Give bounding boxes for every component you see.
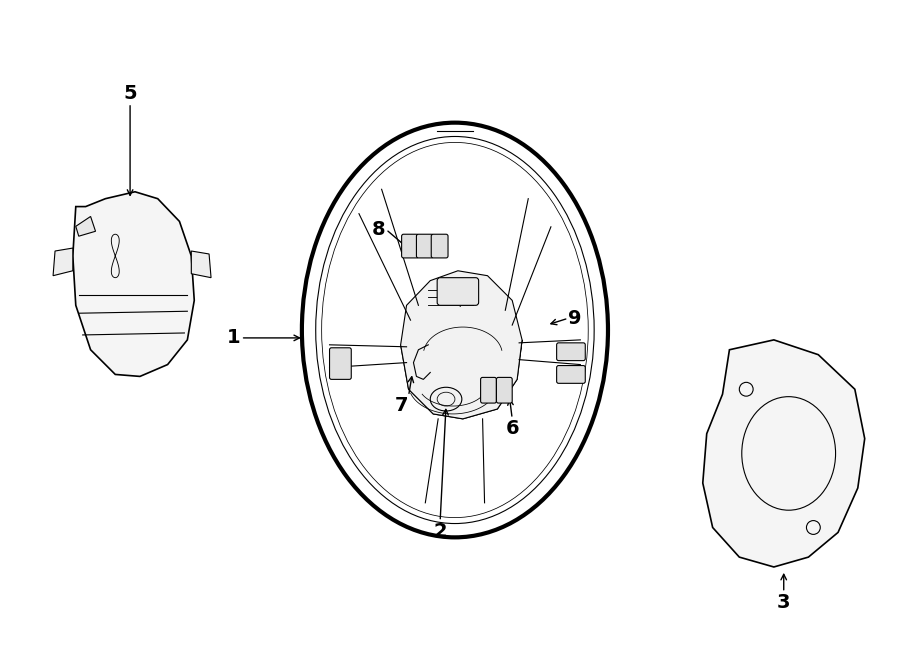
- FancyBboxPatch shape: [497, 377, 512, 403]
- Text: 4: 4: [448, 279, 462, 298]
- Text: 1: 1: [227, 329, 240, 348]
- Polygon shape: [400, 271, 522, 419]
- FancyBboxPatch shape: [417, 234, 433, 258]
- Text: 2: 2: [433, 522, 447, 541]
- FancyBboxPatch shape: [481, 377, 497, 403]
- Text: 6: 6: [506, 419, 519, 438]
- FancyBboxPatch shape: [437, 278, 479, 305]
- Polygon shape: [76, 216, 95, 236]
- FancyBboxPatch shape: [329, 348, 351, 379]
- FancyBboxPatch shape: [556, 343, 585, 361]
- Polygon shape: [400, 340, 522, 419]
- Polygon shape: [53, 248, 73, 276]
- FancyBboxPatch shape: [431, 234, 448, 258]
- FancyBboxPatch shape: [556, 366, 585, 383]
- Polygon shape: [703, 340, 865, 567]
- Polygon shape: [192, 251, 211, 278]
- Text: 9: 9: [569, 309, 582, 328]
- Text: 7: 7: [395, 396, 409, 415]
- Text: 8: 8: [373, 220, 386, 239]
- FancyBboxPatch shape: [401, 234, 419, 258]
- Polygon shape: [73, 192, 194, 376]
- Text: 5: 5: [123, 84, 137, 103]
- Text: 3: 3: [777, 593, 790, 611]
